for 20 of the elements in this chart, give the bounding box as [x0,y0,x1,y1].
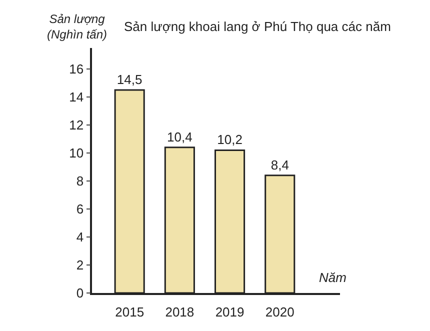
x-axis-title: Năm [319,270,347,285]
data-label: 8,4 [270,157,289,172]
y-tick-label: 2 [76,258,84,273]
x-tick-label: 2018 [165,304,194,320]
y-tick-label: 12 [69,118,84,133]
x-tick-label: 2020 [265,304,294,320]
y-tick-label: 10 [69,146,84,161]
data-label: 14,5 [116,72,142,87]
y-tick-label: 6 [76,202,84,217]
chart-title: Sản lượng khoai lang ở Phú Thọ qua các năm [124,19,391,34]
y-axis-title: Sản lượng (Nghìn tấn) [47,12,108,42]
data-label: 10,2 [217,132,242,148]
x-tick-label: 2015 [115,304,144,320]
y-tick-label: 4 [76,230,84,245]
y-tick-label: 16 [69,62,84,77]
x-tick-label: 2019 [215,304,244,320]
data-label: 10,4 [167,129,192,144]
y-tick-label: 0 [76,286,84,301]
y-tick-label: 14 [69,90,84,105]
y-tick-label: 8 [76,174,84,189]
